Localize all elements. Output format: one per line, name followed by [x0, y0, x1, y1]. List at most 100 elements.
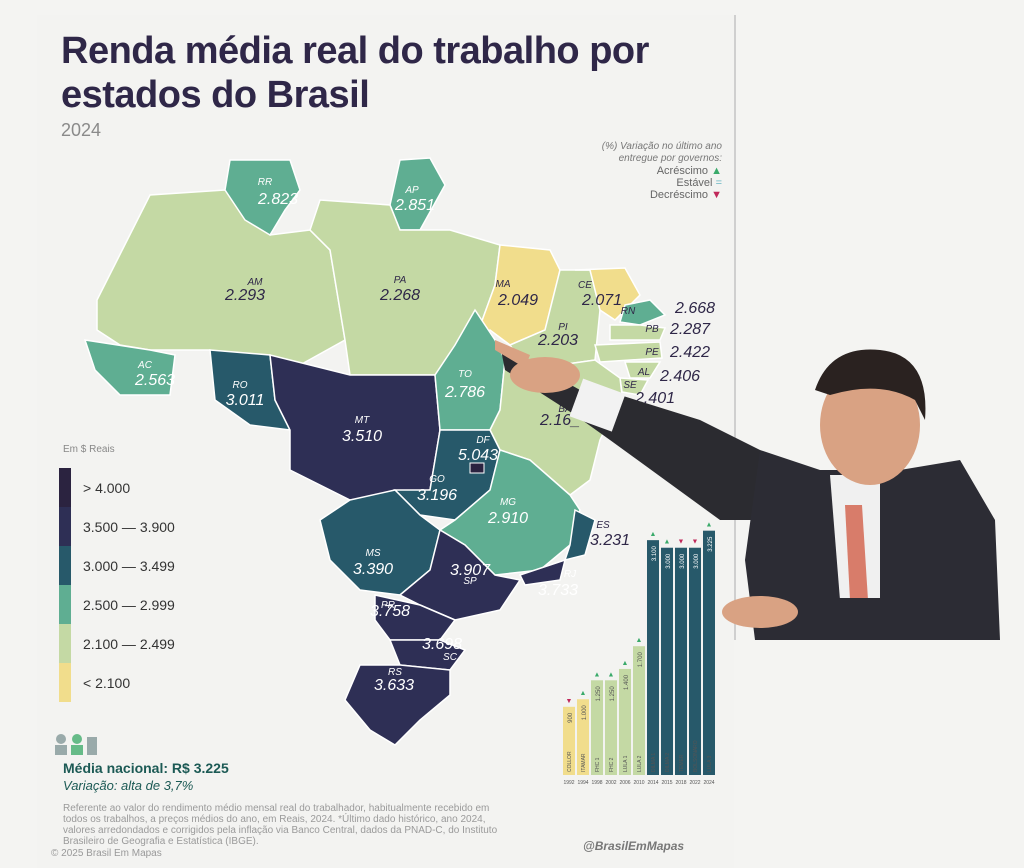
- state-sc[interactable]: [388, 639, 467, 671]
- bar-value-label: 3.000: [694, 553, 700, 569]
- state-value-rs: 3.633: [374, 677, 414, 694]
- variation-legend-header1: (%) Variação no último ano: [601, 141, 722, 152]
- scale-label: 3.500 — 3.900: [83, 518, 175, 535]
- state-value-pb: 2.287: [669, 321, 711, 338]
- scale-label: 2.100 — 2.499: [83, 635, 175, 652]
- bar-year-label: 1992: [563, 780, 574, 786]
- bar: [563, 706, 575, 775]
- scale-title: Em $ Reais: [63, 444, 115, 455]
- scale-swatch: [59, 507, 71, 546]
- state-value-mt: 3.510: [342, 428, 382, 445]
- state-abbr-se: SE: [623, 380, 637, 391]
- scale-label: 2.500 — 2.999: [83, 596, 175, 613]
- state-value-mg: 2.910: [487, 510, 528, 527]
- bar-year-label: 1998: [591, 780, 602, 786]
- national-variation: Variação: alta de 3,7%: [63, 778, 194, 793]
- state-value-ap: 2.851: [394, 197, 435, 214]
- triangle-up-icon: ▲: [650, 531, 657, 538]
- state-rs[interactable]: [344, 664, 451, 746]
- bar-value-label: 3.225: [708, 536, 714, 552]
- state-abbr-pa: PA: [394, 275, 407, 286]
- bar-category-label: LULA 3: [707, 755, 713, 772]
- bar-value-label: 3.000: [680, 553, 686, 569]
- state-abbr-go: GO: [429, 474, 445, 485]
- bar-year-label: 2018: [675, 780, 686, 786]
- state-pe[interactable]: [594, 341, 663, 363]
- scale-swatch: [59, 663, 71, 702]
- state-abbr-df: DF: [476, 435, 490, 446]
- bar-year-label: 2015: [661, 780, 672, 786]
- bar-value-label: 1.250: [610, 686, 616, 702]
- brazil-map: [83, 157, 667, 746]
- state-value-pa: 2.268: [379, 287, 420, 304]
- page-title: Renda média real do trabalho por estados…: [61, 30, 649, 116]
- state-abbr-ac: AC: [137, 360, 153, 371]
- state-abbr-mg: MG: [500, 497, 516, 508]
- variation-legend: (%) Variação no último ano entregue por …: [602, 141, 722, 201]
- scale-label: 3.000 — 3.499: [83, 557, 175, 574]
- footnote: Referente ao valor do rendimento médio m…: [63, 803, 498, 847]
- bar-year-label: 2022: [689, 780, 700, 786]
- state-ac[interactable]: [83, 339, 176, 396]
- scale-label: < 2.100: [83, 674, 131, 691]
- bar-year-label: 2006: [619, 780, 630, 786]
- bar-category-label: COLLOR: [567, 751, 573, 772]
- triangle-up-icon: ▲: [711, 165, 722, 177]
- state-value-es: 3.231: [590, 532, 630, 549]
- state-abbr-to: TO: [458, 369, 472, 380]
- scale-label: > 4.000: [83, 479, 131, 496]
- state-abbr-rj: RJ: [564, 569, 577, 580]
- scale-swatch: [59, 585, 71, 624]
- state-abbr-ro: RO: [233, 380, 248, 391]
- variation-legend-item: Acréscimo ▲: [656, 165, 722, 177]
- state-df[interactable]: [469, 462, 485, 474]
- workers-icon: [51, 731, 101, 762]
- social-handle: @BrasilEmMapas: [583, 839, 685, 853]
- bar-category-label: FHC 1: [595, 757, 601, 772]
- bar-value-label: 1.700: [638, 652, 644, 668]
- state-value-pi: 2.203: [537, 332, 578, 349]
- state-value-al: 2.406: [659, 368, 700, 385]
- state-es[interactable]: [563, 508, 596, 562]
- state-rr[interactable]: [224, 159, 301, 237]
- state-rj[interactable]: [518, 558, 567, 586]
- variation-legend-item: Decréscimo ▼: [649, 189, 722, 201]
- state-abbr-ce: CE: [578, 280, 592, 291]
- bar-chart: 900 ▼ COLLOR 1992 1.000 ▲ ITAMAR 1994 1.250 ▲ FHC …: [563, 522, 715, 786]
- bar-category-label: FHC 2: [609, 757, 615, 772]
- bar: [605, 680, 617, 775]
- triangle-down-icon: ▼: [566, 698, 573, 705]
- triangle-down-icon: ▼: [678, 539, 685, 546]
- state-al[interactable]: [623, 361, 662, 379]
- state-abbr-al: AL: [637, 367, 650, 378]
- bar-year-label: 2002: [605, 780, 616, 786]
- scale-item: 3.000 — 3.499: [59, 546, 175, 585]
- state-value-go: 3.196: [417, 487, 457, 504]
- state-abbr-ba: BA: [558, 404, 572, 415]
- bar: [661, 547, 673, 775]
- triangle-up-icon: ▲: [636, 637, 643, 644]
- state-value-sp: 3.907: [450, 562, 491, 579]
- state-value-pr: 3.758: [370, 603, 410, 620]
- state-pb[interactable]: [609, 324, 667, 341]
- state-value-ce: 2.071: [581, 292, 622, 309]
- state-abbr-pb: PB: [645, 324, 659, 335]
- state-rn[interactable]: [619, 299, 667, 326]
- state-abbr-rr: RR: [258, 177, 272, 188]
- national-average: Média nacional: R$ 3.225: [63, 760, 229, 776]
- state-value-rr: 2.823: [257, 191, 298, 208]
- bar-year-label: 2010: [633, 780, 644, 786]
- state-value-ro: 3.011: [226, 392, 265, 409]
- state-value-ma: 2.049: [497, 292, 538, 309]
- triangle-up-icon: ▲: [580, 690, 587, 697]
- state-mg[interactable]: [438, 449, 581, 576]
- bar: [703, 530, 715, 775]
- bar-year-label: 2014: [647, 780, 658, 786]
- state-value-pe: 2.422: [669, 344, 710, 361]
- bar: [633, 646, 645, 775]
- bar: [619, 668, 631, 775]
- scale-swatch: [59, 546, 71, 585]
- variation-legend-item: Estável =: [676, 177, 722, 189]
- bar-value-label: 1.400: [624, 674, 630, 690]
